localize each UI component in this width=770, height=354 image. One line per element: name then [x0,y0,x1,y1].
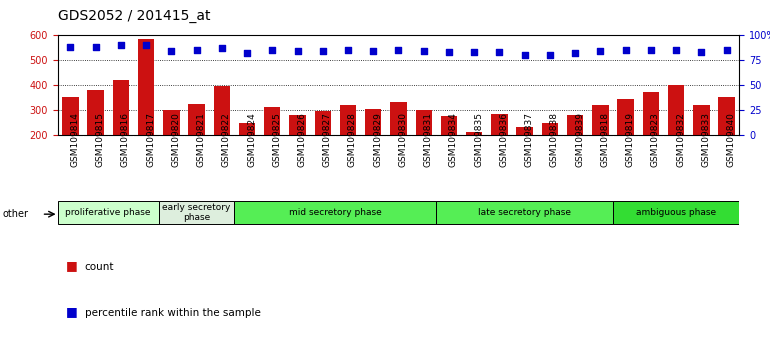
Point [417,48,430,54]
Text: GSM109829: GSM109829 [373,112,382,167]
Point [241,50,253,56]
Bar [517,127,533,184]
Point [367,48,380,54]
Text: GSM109828: GSM109828 [348,112,357,167]
Bar [315,111,331,184]
Bar [112,80,129,184]
Point [115,42,127,48]
Text: GSM109830: GSM109830 [398,112,407,167]
Bar [62,97,79,184]
Bar [643,92,659,184]
Bar [213,86,230,184]
Text: GSM109836: GSM109836 [500,112,508,167]
Point [443,50,455,55]
Text: GSM109825: GSM109825 [273,112,281,167]
Text: late secretory phase: late secretory phase [478,208,571,217]
Bar [466,132,482,184]
Text: GSM109824: GSM109824 [247,112,256,167]
Text: GSM109838: GSM109838 [550,112,559,167]
Bar [592,105,608,184]
Text: GSM109832: GSM109832 [676,112,685,167]
Point [619,47,631,53]
Text: GSM109820: GSM109820 [171,112,180,167]
Text: GSM109840: GSM109840 [727,112,735,167]
Bar [163,110,179,184]
Point [721,47,733,53]
Bar [718,97,735,184]
Point [569,50,581,56]
Text: GSM109818: GSM109818 [601,112,609,167]
Text: early secretory
phase: early secretory phase [162,203,231,222]
Text: ambiguous phase: ambiguous phase [636,208,716,217]
Point [190,47,203,53]
Bar [264,107,280,184]
Bar [290,115,306,184]
Text: GSM109821: GSM109821 [196,112,206,167]
Bar [491,114,507,184]
Text: other: other [2,209,28,219]
Bar [416,110,432,184]
Text: GSM109826: GSM109826 [297,112,306,167]
Text: GSM109814: GSM109814 [70,112,79,167]
Point [316,48,329,54]
Bar [340,105,357,184]
Point [266,47,279,53]
Text: count: count [85,262,114,272]
Text: GDS2052 / 201415_at: GDS2052 / 201415_at [58,9,210,23]
Point [544,52,556,58]
Text: GSM109827: GSM109827 [323,112,332,167]
Point [644,47,657,53]
Point [594,48,607,54]
Text: proliferative phase: proliferative phase [65,208,151,217]
Point [140,42,152,48]
Text: GSM109834: GSM109834 [449,112,458,167]
Text: GSM109837: GSM109837 [524,112,534,167]
Bar [567,115,584,184]
Bar [239,124,255,184]
Text: ■: ■ [65,259,77,272]
FancyBboxPatch shape [234,200,437,224]
Point [392,47,404,53]
Bar [138,39,154,184]
Point [468,50,480,55]
FancyBboxPatch shape [58,200,159,224]
Bar [668,85,685,184]
Text: GSM109833: GSM109833 [701,112,711,167]
Point [518,52,531,58]
Point [342,47,354,53]
Point [695,50,708,55]
Text: GSM109835: GSM109835 [474,112,484,167]
Text: GSM109839: GSM109839 [575,112,584,167]
Text: GSM109831: GSM109831 [424,112,433,167]
Point [291,48,303,54]
Bar [693,105,709,184]
Bar [189,104,205,184]
Bar [88,90,104,184]
Point [64,45,76,50]
Point [670,47,682,53]
Bar [390,102,407,184]
FancyBboxPatch shape [437,200,613,224]
Text: GSM109823: GSM109823 [651,112,660,167]
Point [165,48,177,54]
FancyBboxPatch shape [159,200,234,224]
Text: GSM109822: GSM109822 [222,112,231,167]
FancyBboxPatch shape [613,200,739,224]
Text: percentile rank within the sample: percentile rank within the sample [85,308,260,318]
Text: GSM109815: GSM109815 [95,112,105,167]
Text: ■: ■ [65,305,77,318]
Point [216,45,228,51]
Text: GSM109819: GSM109819 [625,112,634,167]
Point [494,50,506,55]
Bar [542,124,558,184]
Text: GSM109817: GSM109817 [146,112,155,167]
Point [89,45,102,50]
Text: mid secretory phase: mid secretory phase [289,208,382,217]
Bar [440,116,457,184]
Bar [365,109,381,184]
Bar [618,98,634,184]
Text: GSM109816: GSM109816 [121,112,130,167]
